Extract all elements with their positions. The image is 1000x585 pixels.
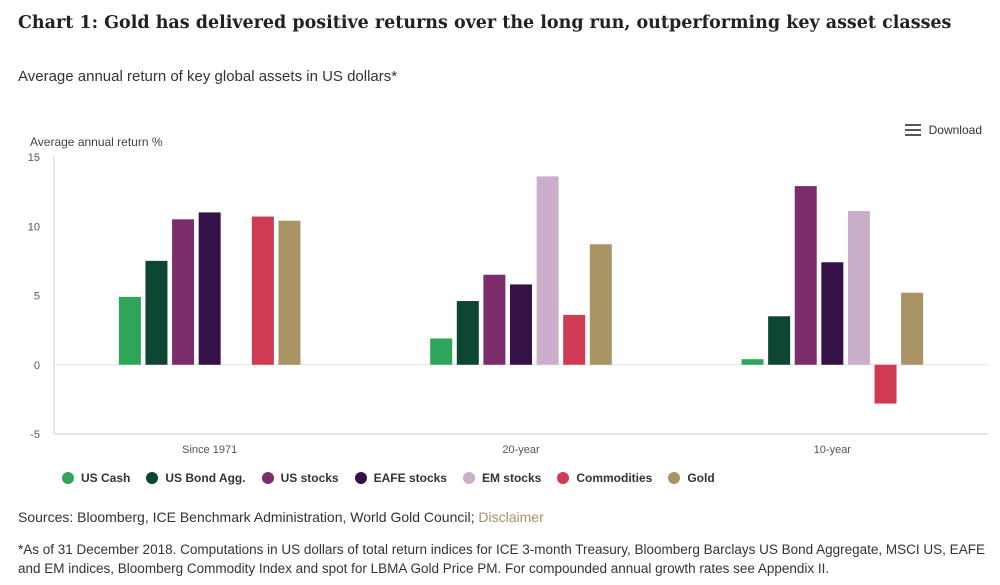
chart-subtitle: Average annual return of key global asse…	[18, 68, 398, 85]
legend-item[interactable]: Commodities	[557, 471, 652, 485]
bar[interactable]	[456, 301, 479, 365]
legend-dot-icon	[557, 472, 570, 484]
legend-item[interactable]: EM stocks	[462, 471, 542, 485]
download-label: Download	[928, 123, 982, 137]
legend-label: Gold	[687, 471, 715, 485]
bar[interactable]	[901, 292, 924, 365]
legend-item[interactable]: Gold	[668, 471, 715, 485]
bar[interactable]	[768, 316, 791, 365]
footnote: *As of 31 December 2018. Computations in…	[18, 542, 985, 576]
bar[interactable]	[430, 338, 453, 365]
legend-dot-icon	[668, 472, 681, 484]
legend-item[interactable]: US stocks	[261, 471, 339, 485]
legend-label: US stocks	[280, 471, 339, 485]
bar[interactable]	[563, 314, 586, 365]
x-tick-label: 10-year	[814, 444, 852, 456]
legend-item[interactable]: US Bond Agg.	[146, 471, 246, 485]
bar[interactable]	[251, 216, 274, 365]
bar-chart: Average annual return % -5 0 5 10 15 Since 1…	[28, 135, 988, 456]
bar[interactable]	[874, 364, 897, 404]
bar[interactable]	[847, 211, 870, 365]
x-tick-label: Since 1971	[182, 444, 237, 456]
bar[interactable]	[536, 176, 559, 365]
legend-label: US Bond Agg.	[165, 471, 246, 485]
y-tick-label: 5	[34, 291, 40, 303]
legend-label: EM stocks	[481, 471, 542, 485]
sources: Sources: Bloomberg, ICE Benchmark Admini…	[18, 509, 544, 525]
legend-label: US Cash	[81, 471, 131, 485]
legend-item[interactable]: EAFE stocks	[354, 471, 447, 485]
bar[interactable]	[741, 359, 764, 365]
bar[interactable]	[145, 260, 168, 365]
chart-title: Chart 1: Gold has delivered positive ret…	[18, 13, 952, 33]
bar[interactable]	[278, 220, 301, 365]
bar[interactable]	[821, 262, 844, 365]
y-tick-label: 10	[28, 221, 40, 233]
menu-icon	[904, 121, 921, 139]
legend: US Cash US Bond Agg. US stocks EAFE stocks E…	[62, 471, 715, 485]
bar[interactable]	[198, 212, 221, 365]
x-tick-label: 20-year	[502, 444, 540, 456]
legend-dot-icon	[146, 472, 159, 484]
legend-dot-icon	[62, 472, 74, 484]
legend-dot-icon	[261, 472, 274, 484]
sources-text: Sources: Bloomberg, ICE Benchmark Admini…	[18, 509, 479, 525]
legend-dot-icon	[462, 472, 475, 484]
y-axis-label: Average annual return %	[30, 135, 163, 149]
legend-label: Commodities	[576, 471, 653, 485]
y-tick-label: 0	[34, 360, 40, 372]
y-tick-label: -5	[30, 429, 40, 441]
y-tick-label: 15	[28, 152, 40, 164]
bar[interactable]	[483, 274, 506, 365]
legend-label: EAFE stocks	[373, 471, 447, 485]
download-button[interactable]: Download	[904, 121, 982, 139]
bar[interactable]	[510, 284, 532, 365]
disclaimer-link[interactable]: Disclaimer	[478, 509, 544, 525]
bar[interactable]	[589, 244, 612, 365]
bar[interactable]	[794, 186, 817, 365]
legend-dot-icon	[354, 472, 367, 484]
legend-item[interactable]: US Cash	[62, 471, 130, 485]
bar[interactable]	[172, 219, 195, 365]
bar[interactable]	[118, 296, 141, 365]
